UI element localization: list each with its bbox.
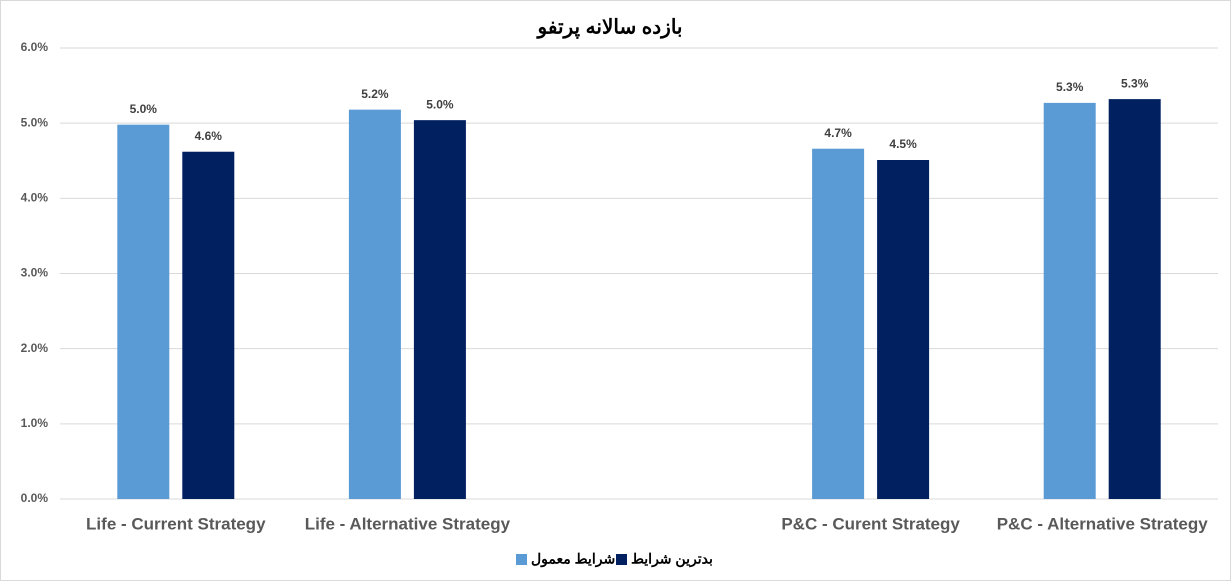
value-label: 5.0% xyxy=(426,97,454,111)
value-label: 5.0% xyxy=(130,102,158,116)
x-tick-label: P&C - Alternative Strategy xyxy=(997,514,1209,533)
bar xyxy=(348,109,401,500)
y-tick-label: 5.0% xyxy=(21,115,49,129)
bar xyxy=(812,148,865,499)
bar xyxy=(117,124,170,500)
y-tick-label: 1.0% xyxy=(21,416,49,430)
chart-title: بازده سالانه پرتفو xyxy=(536,16,683,39)
legend-swatch xyxy=(616,554,627,565)
x-tick-label: P&C - Curent Strategy xyxy=(781,514,960,533)
bar xyxy=(1043,102,1096,499)
value-label: 5.2% xyxy=(361,87,389,101)
value-label: 5.3% xyxy=(1121,76,1149,90)
value-label: 4.5% xyxy=(889,137,917,151)
bar xyxy=(1108,99,1161,499)
value-label: 5.3% xyxy=(1056,80,1084,94)
legend-swatch xyxy=(516,554,527,565)
bar xyxy=(877,159,930,499)
bar xyxy=(413,120,466,499)
x-tick-label: Life - Current Strategy xyxy=(86,514,266,533)
y-tick-label: 4.0% xyxy=(21,191,49,205)
y-tick-label: 2.0% xyxy=(21,341,49,355)
y-tick-label: 3.0% xyxy=(21,266,49,280)
legend-label: بدترین شرایط xyxy=(631,551,713,568)
bar xyxy=(182,151,235,500)
value-label: 4.6% xyxy=(195,129,223,143)
value-label: 4.7% xyxy=(824,126,852,140)
legend-label: شرایط معمول xyxy=(531,551,615,568)
y-tick-label: 0.0% xyxy=(21,491,49,505)
x-tick-label: Life - Alternative Strategy xyxy=(305,514,511,533)
y-tick-label: 6.0% xyxy=(21,40,49,54)
